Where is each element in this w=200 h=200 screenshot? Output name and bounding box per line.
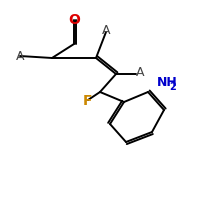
Text: A: A (102, 24, 110, 38)
Text: O: O (68, 13, 80, 27)
Text: 2: 2 (169, 82, 176, 92)
Text: A: A (136, 66, 144, 79)
Text: A: A (16, 49, 24, 62)
Text: NH: NH (157, 76, 178, 90)
Text: F: F (83, 94, 93, 108)
